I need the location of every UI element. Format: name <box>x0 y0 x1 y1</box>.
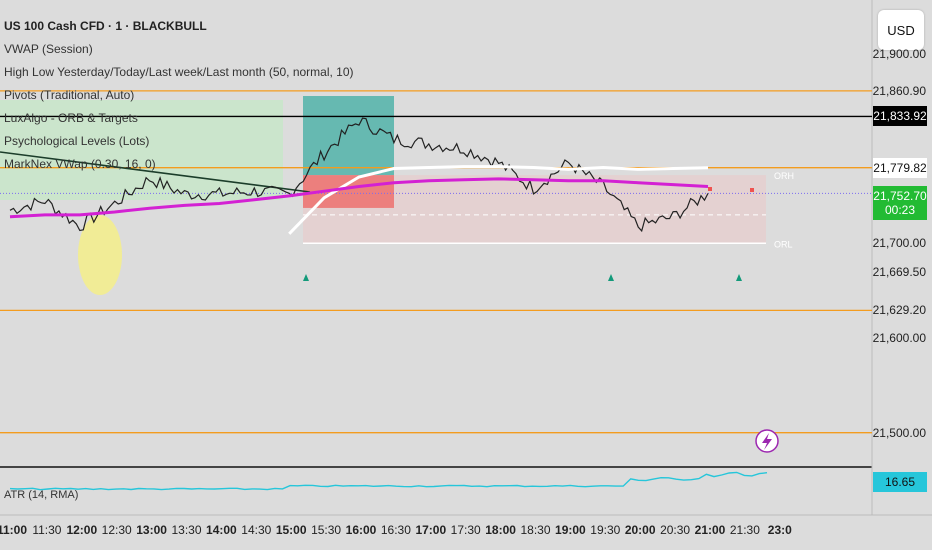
price-tick-0: 21,900.00 <box>872 46 926 61</box>
time-tick-2: 12:00 <box>66 523 98 537</box>
legend-marknex-vwap[interactable]: MarkNex VWap (0.30, 16, 0) <box>4 157 156 171</box>
time-tick-10: 16:00 <box>345 523 377 537</box>
time-tick-15: 18:30 <box>520 523 551 537</box>
time-tick-12: 17:00 <box>415 523 447 537</box>
highlight-ellipse <box>78 215 122 295</box>
vwap-session-line <box>288 165 709 235</box>
legend-vwap-session[interactable]: VWAP (Session) <box>4 42 93 56</box>
black-level-tag: 21,833.92 <box>873 106 927 127</box>
atr-line <box>9 471 768 491</box>
last-price-tag: 21,752.70 00:23 <box>873 186 927 221</box>
legend-psychological-levels[interactable]: Psychological Levels (Lots) <box>4 134 150 148</box>
time-tick-4: 13:00 <box>136 523 167 537</box>
time-tick-11: 16:30 <box>380 523 411 537</box>
price-series <box>9 117 709 233</box>
orb-high-label: ORH <box>774 171 794 181</box>
countdown: 00:23 <box>884 203 916 218</box>
trendline <box>0 151 311 193</box>
signal-triangle-0 <box>303 274 309 281</box>
time-tick-13: 17:30 <box>450 523 481 537</box>
legend-luxalgo-orb[interactable]: LuxAlgo - ORB & Targets <box>4 111 138 125</box>
time-tick-22: 23:0 <box>767 523 792 537</box>
time-tick-19: 20:30 <box>660 523 691 537</box>
price-level-1: 21,669.50 <box>872 265 926 280</box>
indicator-legend: US 100 Cash CFD · 1 · BLACKBULL VWAP (Se… <box>4 16 354 177</box>
time-tick-14: 18:00 <box>485 523 516 537</box>
time-tick-7: 14:30 <box>241 523 272 537</box>
time-tick-5: 13:30 <box>171 523 202 537</box>
time-tick-6: 14:00 <box>206 523 237 537</box>
legend-high-low[interactable]: High Low Yesterday/Today/Last week/Last … <box>4 65 354 79</box>
price-tick-1: 21,700.00 <box>872 236 926 251</box>
signal-dot-0 <box>708 187 712 191</box>
time-tick-18: 20:00 <box>624 523 656 537</box>
lightning-bolt <box>762 433 772 450</box>
time-tick-8: 15:00 <box>275 523 307 537</box>
legend-atr[interactable]: ATR (14, RMA) <box>4 489 79 501</box>
signal-triangle-2 <box>736 274 742 281</box>
orb-low-label: ORL <box>774 239 793 249</box>
time-tick-9: 15:30 <box>311 523 342 537</box>
time-tick-1: 11:30 <box>32 523 62 537</box>
time-tick-17: 19:30 <box>590 523 621 537</box>
time-tick-16: 19:00 <box>555 523 586 537</box>
signal-dot-1 <box>750 188 754 192</box>
vwap-level-value: 21,779.82 <box>873 160 927 175</box>
currency-button[interactable]: USD <box>878 10 924 50</box>
atr-value-tag: 16.65 <box>873 472 927 492</box>
time-tick-0: 11:00 <box>0 523 28 537</box>
vwap-level-tag: 21,779.82 <box>873 157 927 178</box>
black-level-value: 21,833.92 <box>873 109 927 124</box>
price-tick-3: 21,500.00 <box>872 425 926 440</box>
price-level-2: 21,629.20 <box>872 303 926 318</box>
time-tick-3: 12:30 <box>101 523 132 537</box>
signal-triangle-1 <box>608 274 614 281</box>
marknex-vwap-line <box>9 177 709 219</box>
symbol-title[interactable]: US 100 Cash CFD · 1 · BLACKBULL <box>4 19 207 33</box>
time-tick-21: 21:30 <box>729 523 760 537</box>
last-price-value: 21,752.70 <box>873 189 927 204</box>
legend-pivots[interactable]: Pivots (Traditional, Auto) <box>4 88 135 102</box>
price-level-0: 21,860.90 <box>872 83 926 98</box>
price-tick-2: 21,600.00 <box>872 331 926 345</box>
time-tick-20: 21:00 <box>694 523 726 537</box>
